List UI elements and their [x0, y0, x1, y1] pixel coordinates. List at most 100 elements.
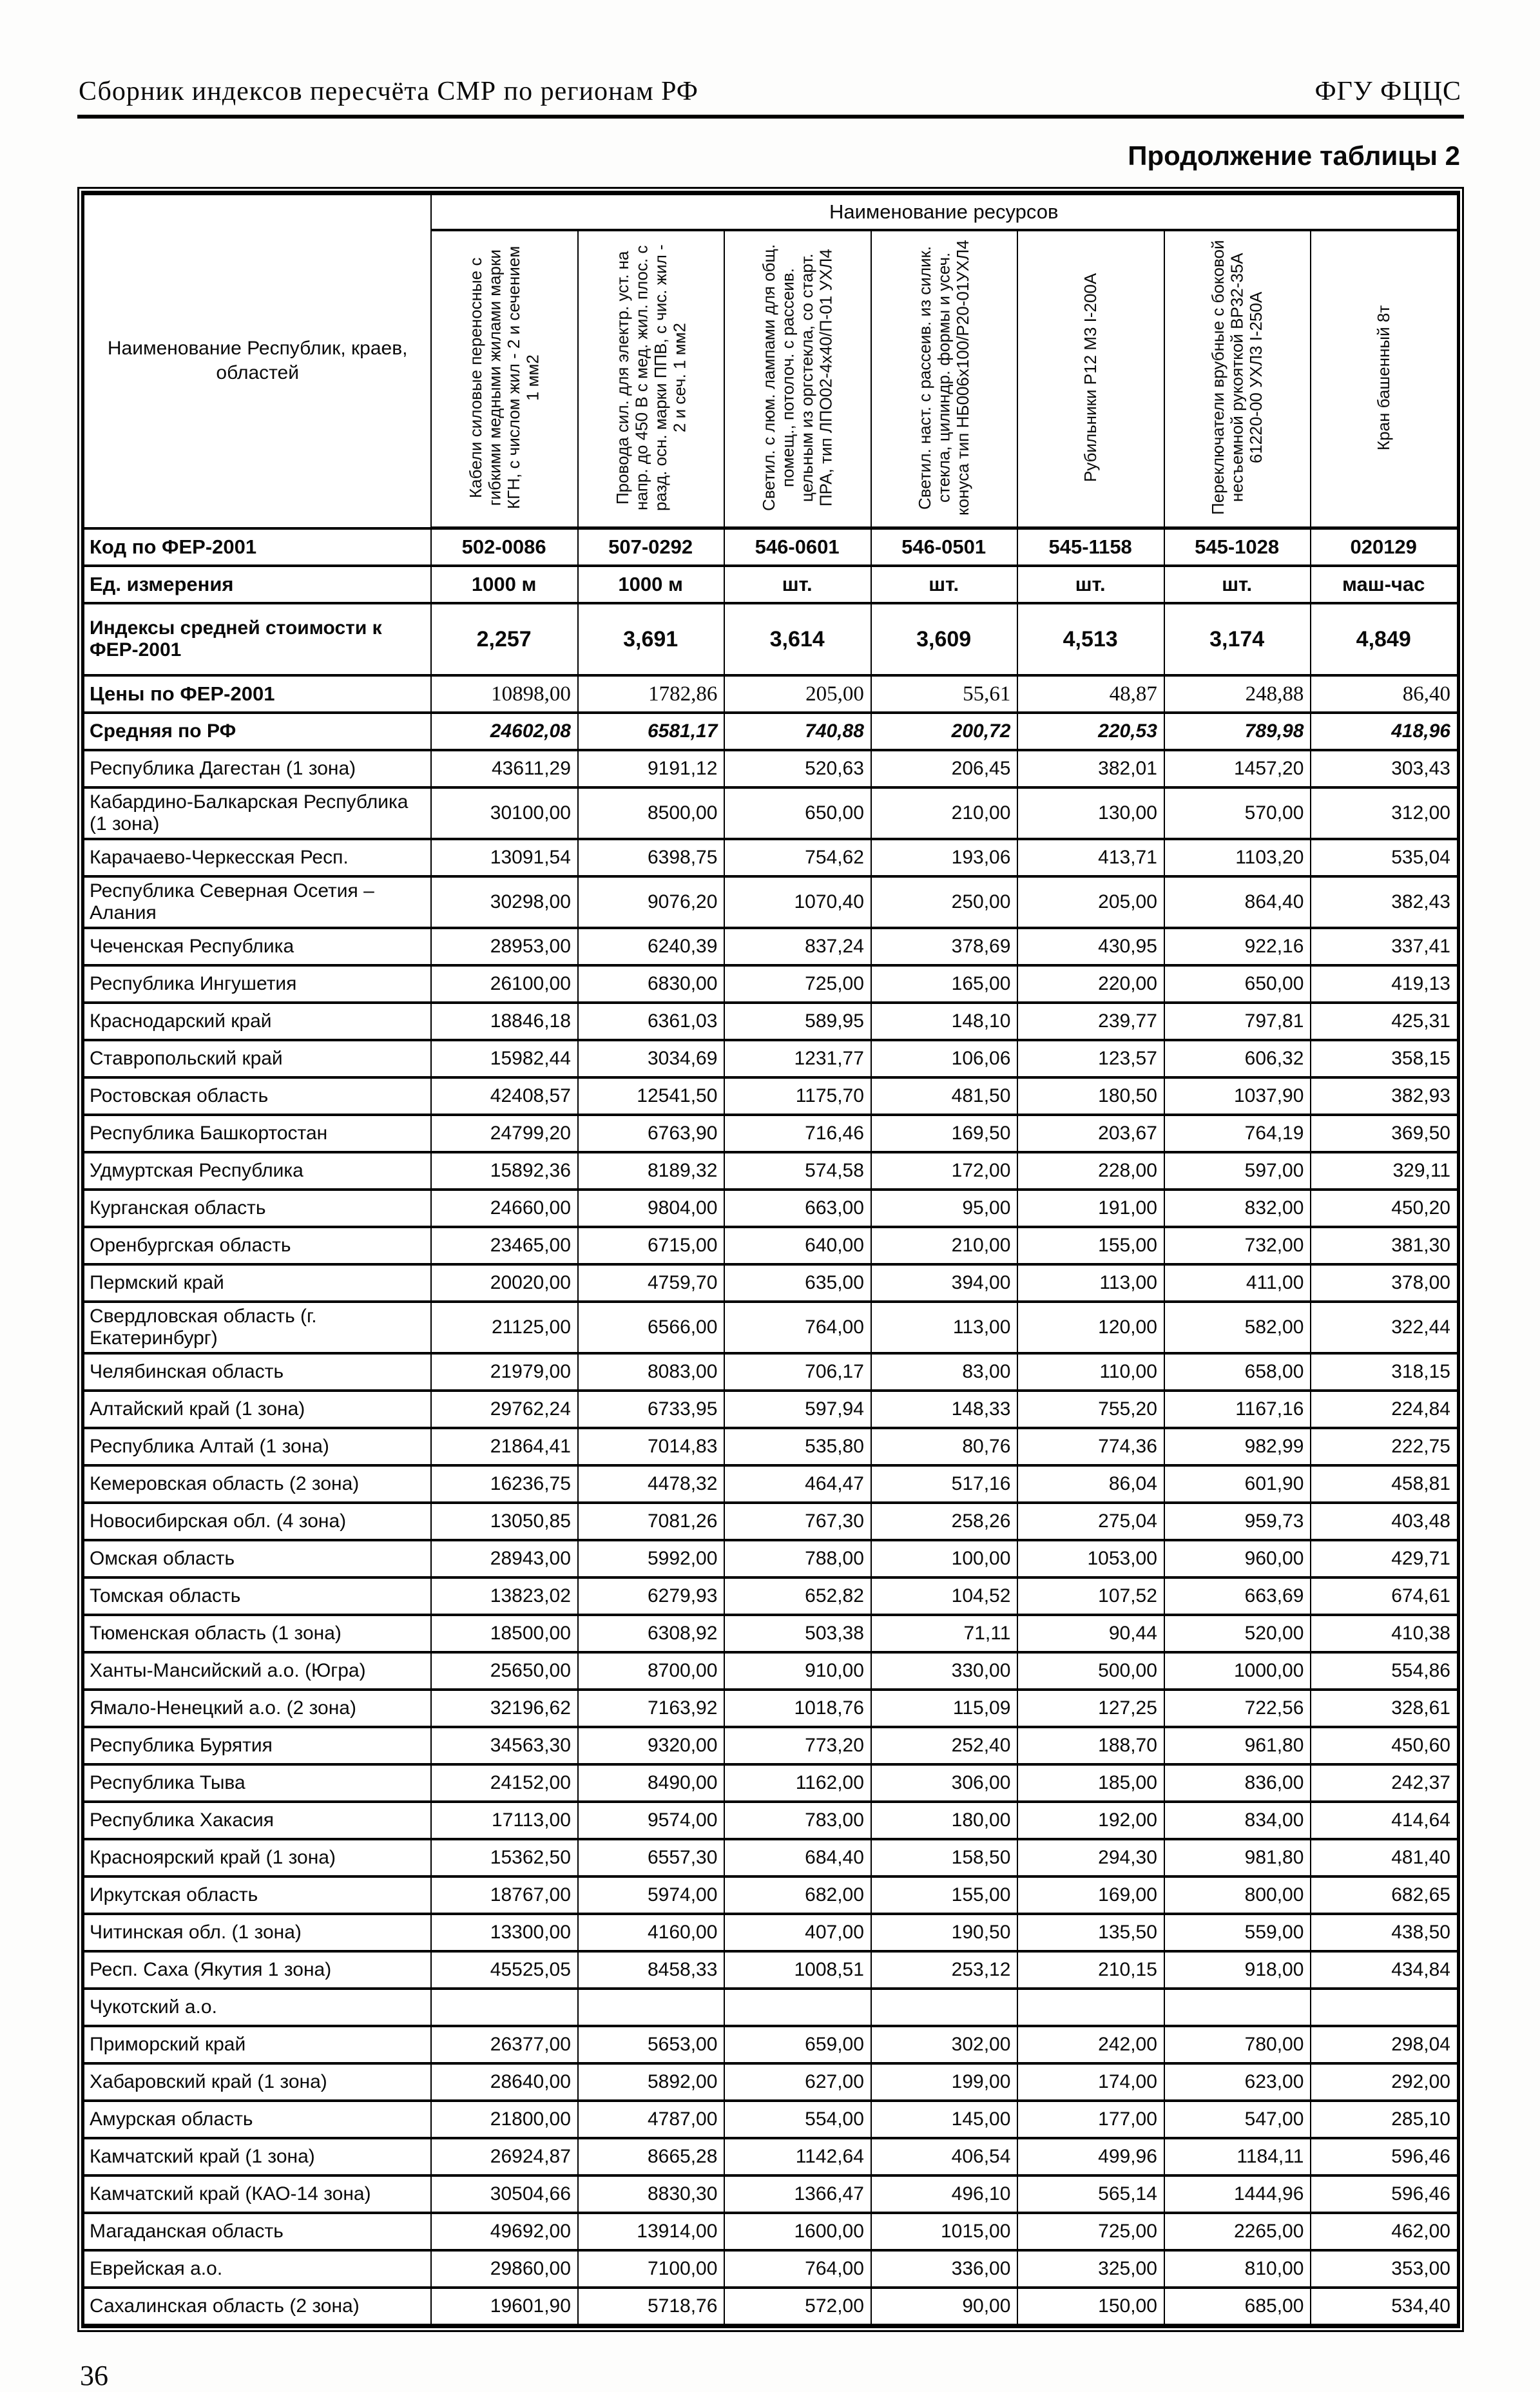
value-cell: 29762,24	[430, 1389, 579, 1429]
value-cell: 369,50	[1310, 1114, 1458, 1153]
row-label-cell: Средняя по РФ	[82, 711, 432, 751]
value-cell	[724, 1987, 872, 2027]
value-cell: 659,00	[724, 2025, 872, 2065]
row-label-cell: Еврейская а.о.	[82, 2249, 432, 2289]
table-row: Амурская область 21800,00 4787,00 554,00 145…	[82, 2099, 1458, 2139]
value-cell: 127,25	[1017, 1688, 1165, 1728]
column-header-text: Светил. наст. с рассеив. из силик. стекл…	[915, 239, 973, 516]
value-cell: 28943,00	[430, 1539, 579, 1579]
value-cell	[577, 1987, 726, 2027]
value-cell: 764,00	[724, 2249, 872, 2289]
value-cell: 83,00	[870, 1352, 1019, 1392]
value-cell: 48,87	[1017, 674, 1165, 714]
row-label-cell: Свердловская область (г. Екатеринбург)	[82, 1300, 432, 1355]
value-cell: 18846,18	[430, 1001, 579, 1041]
value-cell: 26924,87	[430, 2137, 579, 2177]
value-cell: 3034,69	[577, 1039, 726, 1079]
row-label-cell: Республика Северная Осетия – Алания	[82, 875, 432, 929]
value-cell: 1000,00	[1163, 1651, 1312, 1691]
table-row: Республика Тыва 24152,00 8490,00 1162,00 306…	[82, 1763, 1458, 1803]
column-header-cell: Переключатели врубные с боковой несъемно…	[1163, 229, 1312, 530]
value-cell: 554,86	[1310, 1651, 1458, 1691]
value-cell: 450,60	[1310, 1726, 1458, 1766]
value-cell: 104,52	[870, 1576, 1019, 1616]
value-cell: 325,00	[1017, 2249, 1165, 2289]
value-cell: 4759,70	[577, 1263, 726, 1303]
value-cell: 732,00	[1163, 1226, 1312, 1266]
value-cell: 800,00	[1163, 1875, 1312, 1915]
value-cell: 685,00	[1163, 2286, 1312, 2326]
value-cell: 199,00	[870, 2062, 1019, 2102]
value-cell: 961,80	[1163, 1726, 1312, 1766]
table-row: Еврейская а.о. 29860,00 7100,00 764,00 336,0…	[82, 2249, 1458, 2289]
value-cell: 8458,33	[577, 1950, 726, 1990]
corner-header-text: Наименование Республик, краев, областей	[107, 338, 408, 384]
table-row: Красноярский край (1 зона) 15362,50 6557,3…	[82, 1838, 1458, 1878]
value-cell: 572,00	[724, 2286, 872, 2326]
value-cell: 242,37	[1310, 1763, 1458, 1803]
value-cell: 381,30	[1310, 1226, 1458, 1266]
indices-table: Наименование Республик, краев, областей …	[82, 193, 1458, 2326]
meta-rows-body: Код по ФЕР-2001 502-0086 507-0292 546-0601 5…	[82, 526, 1458, 751]
value-cell: 24660,00	[430, 1188, 579, 1228]
value-cell: 205,00	[724, 674, 872, 714]
value-cell	[870, 1987, 1019, 2027]
value-cell: 407,00	[724, 1913, 872, 1953]
value-cell	[1017, 1987, 1165, 2027]
value-cell: 312,00	[1310, 786, 1458, 840]
value-cell: 165,00	[870, 964, 1019, 1004]
value-cell: 547,00	[1163, 2099, 1312, 2139]
value-cell: шт.	[1017, 564, 1165, 604]
value-cell: 582,00	[1163, 1300, 1312, 1355]
value-cell: 6279,93	[577, 1576, 726, 1616]
value-cell: 8665,28	[577, 2137, 726, 2177]
row-label-cell: Кабардино-Балкарская Республика (1 зона)	[82, 786, 432, 840]
value-cell: 534,40	[1310, 2286, 1458, 2326]
table-row: Республика Хакасия 17113,00 9574,00 783,00 1…	[82, 1800, 1458, 1840]
value-cell: 222,75	[1310, 1427, 1458, 1467]
table-row: Код по ФЕР-2001 502-0086 507-0292 546-0601 5…	[82, 526, 1458, 567]
value-cell: 200,72	[870, 711, 1019, 751]
value-cell: 596,46	[1310, 2174, 1458, 2214]
row-label-cell: Челябинская область	[82, 1352, 432, 1392]
table-row: Оренбургская область 23465,00 6715,00 640,0…	[82, 1226, 1458, 1266]
value-cell: 382,93	[1310, 1076, 1458, 1116]
value-cell: 4160,00	[577, 1913, 726, 1953]
header-left-title: Сборник индексов пересчёта СМР по регион…	[79, 77, 698, 106]
value-cell: 725,00	[1017, 2212, 1165, 2252]
value-cell: 294,30	[1017, 1838, 1165, 1878]
value-cell: 13914,00	[577, 2212, 726, 2252]
value-cell: 148,10	[870, 1001, 1019, 1041]
table-row: Свердловская область (г. Екатеринбург) 21…	[82, 1300, 1458, 1355]
value-cell: 13300,00	[430, 1913, 579, 1953]
value-cell: 5653,00	[577, 2025, 726, 2065]
table-row: Краснодарский край 18846,18 6361,03 589,95 1…	[82, 1001, 1458, 1041]
value-cell: 206,45	[870, 749, 1019, 789]
table-row: Удмуртская Республика 15892,36 8189,32 574,…	[82, 1151, 1458, 1191]
table-row: Новосибирская обл. (4 зона) 13050,85 7081,…	[82, 1501, 1458, 1541]
value-cell: 220,53	[1017, 711, 1165, 751]
value-cell: 7014,83	[577, 1427, 726, 1467]
table-row: Челябинская область 21979,00 8083,00 706,17…	[82, 1352, 1458, 1392]
value-cell: 193,06	[870, 838, 1019, 878]
row-label-cell: Омская область	[82, 1539, 432, 1579]
value-cell: 6830,00	[577, 964, 726, 1004]
value-cell: 4,849	[1310, 602, 1458, 677]
value-cell: 419,13	[1310, 964, 1458, 1004]
value-cell: 8490,00	[577, 1763, 726, 1803]
value-cell: 5892,00	[577, 2062, 726, 2102]
value-cell: 306,00	[870, 1763, 1019, 1803]
value-cell: 17113,00	[430, 1800, 579, 1840]
value-cell: 34563,30	[430, 1726, 579, 1766]
row-label-cell: Республика Башкортостан	[82, 1114, 432, 1153]
table-row: Кемеровская область (2 зона) 16236,75 4478…	[82, 1464, 1458, 1504]
value-cell: 797,81	[1163, 1001, 1312, 1041]
table-row: Иркутская область 18767,00 5974,00 682,00 15…	[82, 1875, 1458, 1915]
value-cell: 55,61	[870, 674, 1019, 714]
row-label-cell: Алтайский край (1 зона)	[82, 1389, 432, 1429]
value-cell: 8830,30	[577, 2174, 726, 2214]
value-cell: 150,00	[1017, 2286, 1165, 2326]
row-label-cell: Пермский край	[82, 1263, 432, 1303]
value-cell: 982,99	[1163, 1427, 1312, 1467]
value-cell: 406,54	[870, 2137, 1019, 2177]
